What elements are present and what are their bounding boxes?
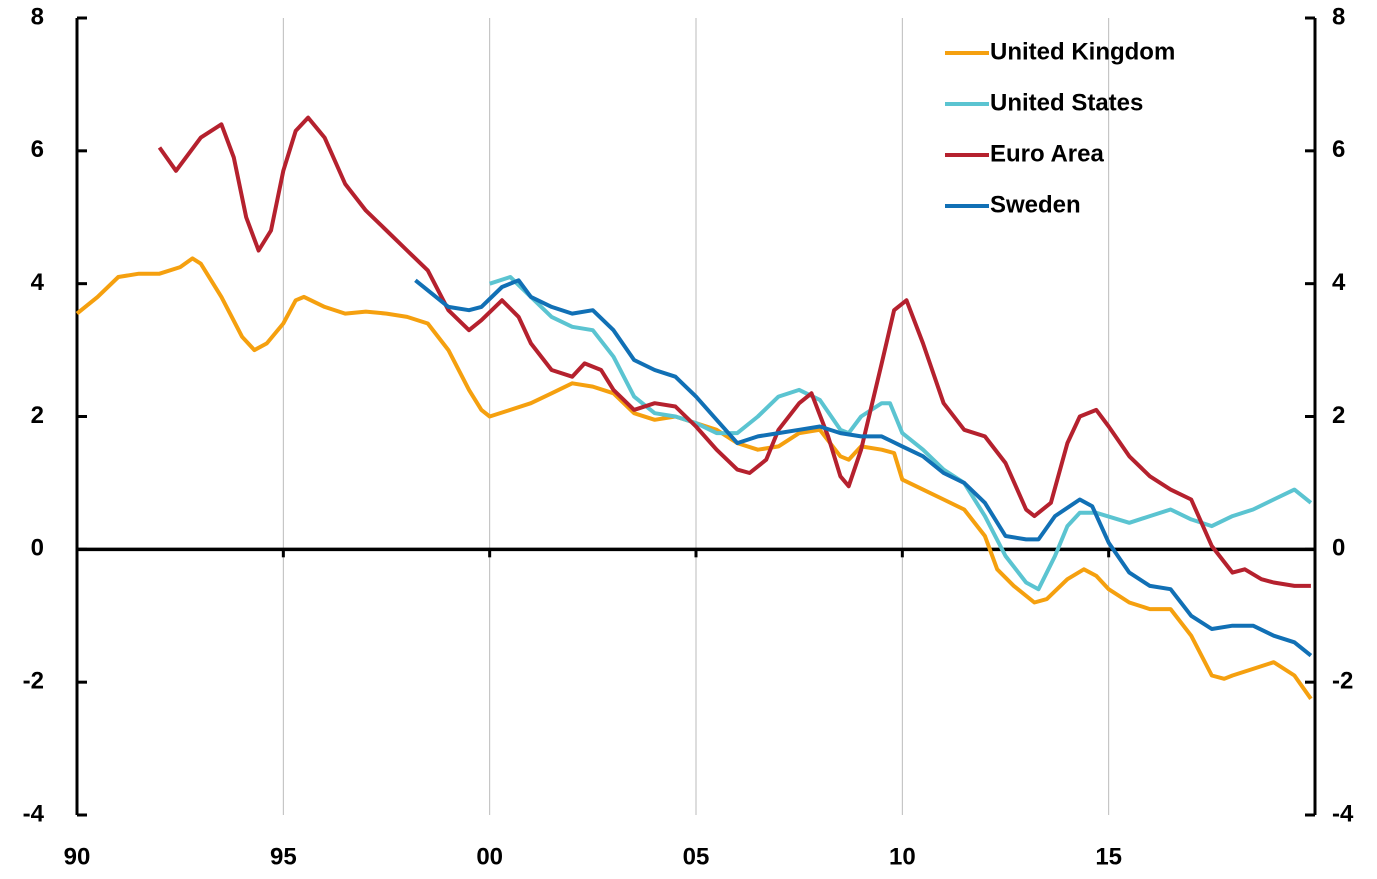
y-tick-label: -2 <box>23 668 44 695</box>
legend-label: United Kingdom <box>990 38 1175 65</box>
legend-label: United States <box>990 89 1143 116</box>
y-tick-label: -4 <box>23 800 45 827</box>
x-tick-label: 90 <box>64 843 91 870</box>
y2-tick-label: -2 <box>1332 668 1353 695</box>
y-tick-label: 0 <box>31 535 44 562</box>
x-tick-label: 95 <box>270 843 297 870</box>
series-line <box>489 275 1313 592</box>
x-tick-label: 10 <box>889 843 916 870</box>
y2-tick-label: -4 <box>1332 800 1354 827</box>
y-tick-label: 6 <box>31 136 44 163</box>
y-tick-label: 8 <box>31 3 44 30</box>
series-line <box>75 256 1313 700</box>
y2-tick-label: 8 <box>1332 3 1345 30</box>
y-tick-label: 2 <box>31 402 44 429</box>
series-line <box>414 278 1313 658</box>
y2-tick-label: 0 <box>1332 535 1345 562</box>
legend-label: Sweden <box>990 191 1081 218</box>
y-tick-label: 4 <box>31 269 45 296</box>
series-line <box>157 115 1311 588</box>
y2-tick-label: 6 <box>1332 136 1345 163</box>
x-tick-label: 00 <box>476 843 503 870</box>
x-tick-label: 15 <box>1095 843 1122 870</box>
y2-tick-label: 4 <box>1332 269 1346 296</box>
legend-label: Euro Area <box>990 140 1104 167</box>
x-tick-label: 05 <box>683 843 710 870</box>
y2-tick-label: 2 <box>1332 402 1345 429</box>
